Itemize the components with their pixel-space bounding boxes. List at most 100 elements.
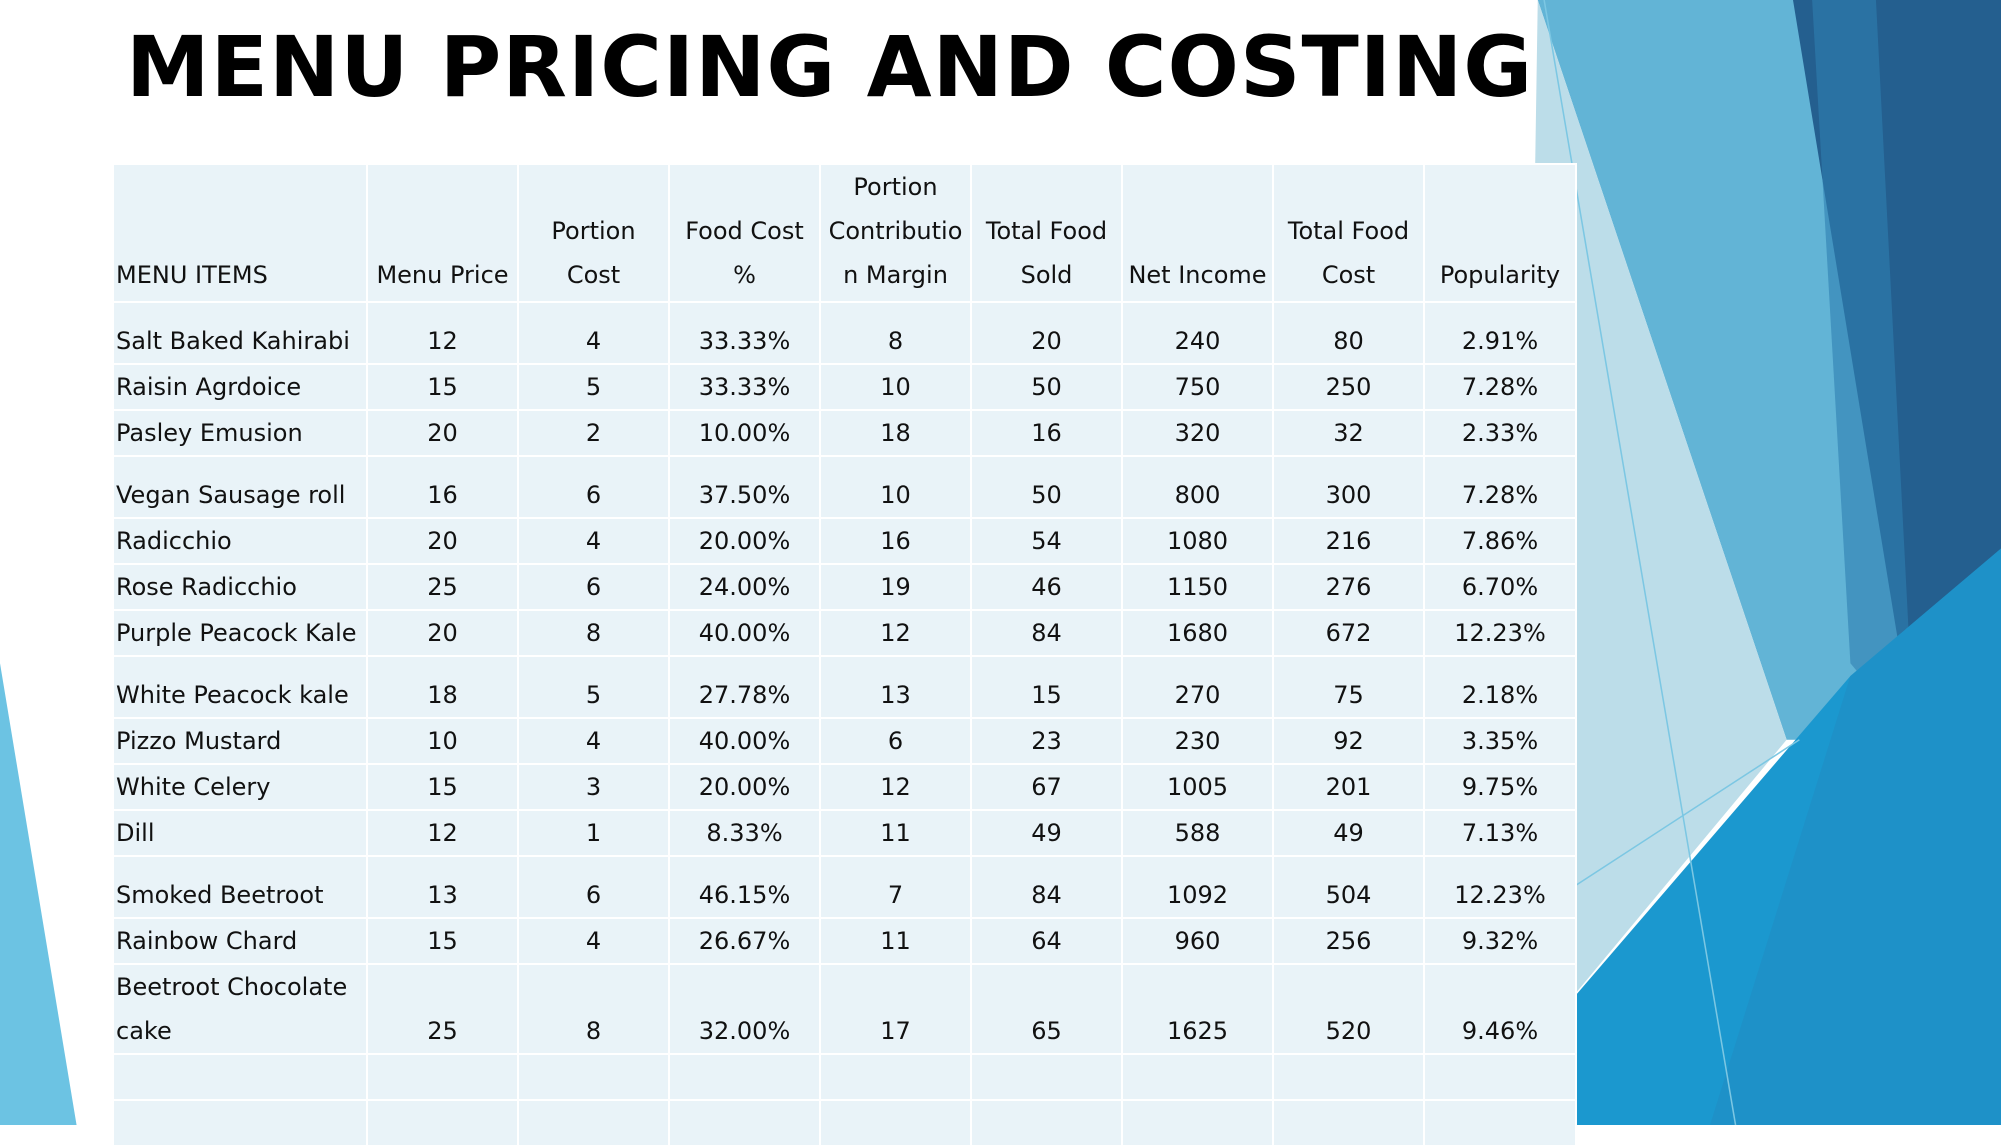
cell: 17 (819, 963, 972, 1055)
cell: 11 (819, 809, 972, 857)
empty-cell (366, 1053, 519, 1101)
cell: 1680 (1121, 609, 1274, 657)
cell: 54 (970, 517, 1123, 565)
cell: 26.67% (668, 917, 821, 965)
item-name: Pasley Emusion (112, 409, 368, 457)
table-row: Pizzo Mustard 10 4 40.00% 6 23 230 92 3.35% (112, 717, 1577, 765)
cell: 13 (366, 855, 519, 919)
cell: 201 (1272, 763, 1425, 811)
cell: 6.70% (1423, 563, 1577, 611)
cell: 1625 (1121, 963, 1274, 1055)
cell: 9.46% (1423, 963, 1577, 1055)
cell: 2.91% (1423, 301, 1577, 365)
item-name: Pizzo Mustard (112, 717, 368, 765)
cell: 6 (517, 855, 670, 919)
item-name: Beetroot Chocolate cake (112, 963, 368, 1055)
column-header: Menu Price (366, 163, 519, 303)
cell: 18 (819, 409, 972, 457)
cell: 520 (1272, 963, 1425, 1055)
table-row: Rose Radicchio 25 6 24.00% 19 46 1150 276 6.70% (112, 563, 1577, 611)
cell: 33.33% (668, 363, 821, 411)
column-header: Portion Cost (517, 163, 670, 303)
cell: 20.00% (668, 763, 821, 811)
cell: 19 (819, 563, 972, 611)
cell: 20 (366, 609, 519, 657)
cell: 7.28% (1423, 455, 1577, 519)
cell: 1080 (1121, 517, 1274, 565)
cell: 12 (366, 301, 519, 365)
cell: 2.33% (1423, 409, 1577, 457)
item-name: Purple Peacock Kale (112, 609, 368, 657)
cell: 16 (970, 409, 1123, 457)
cell: 20 (970, 301, 1123, 365)
cell: 800 (1121, 455, 1274, 519)
cell: 75 (1272, 655, 1425, 719)
cell: 7.28% (1423, 363, 1577, 411)
cell: 2 (517, 409, 670, 457)
empty-cell (1121, 1099, 1274, 1147)
cell: 6 (517, 563, 670, 611)
column-header: Popularity (1423, 163, 1577, 303)
empty-cell (819, 1053, 972, 1101)
cell: 20 (366, 409, 519, 457)
cell: 5 (517, 655, 670, 719)
cell: 960 (1121, 917, 1274, 965)
cell: 10 (819, 455, 972, 519)
item-name: White Peacock kale (112, 655, 368, 719)
cell: 40.00% (668, 609, 821, 657)
table-row: Salt Baked Kahirabi 12 4 33.33% 8 20 240 80 2.91… (112, 301, 1577, 365)
empty-cell (1423, 1053, 1577, 1101)
cell: 7.13% (1423, 809, 1577, 857)
column-header: Net Income (1121, 163, 1274, 303)
column-header: Food Cost % (668, 163, 821, 303)
cell: 11 (819, 917, 972, 965)
table-row: Smoked Beetroot 13 6 46.15% 7 84 1092 504 12.23% (112, 855, 1577, 919)
cell: 8 (517, 609, 670, 657)
cell: 20.00% (668, 517, 821, 565)
cell: 65 (970, 963, 1123, 1055)
cell: 15 (366, 763, 519, 811)
cell: 12.23% (1423, 609, 1577, 657)
cell: 4 (517, 717, 670, 765)
cell: 320 (1121, 409, 1274, 457)
item-name: Raisin Agrdoice (112, 363, 368, 411)
cell: 33.33% (668, 301, 821, 365)
cell: 1005 (1121, 763, 1274, 811)
cell: 10 (366, 717, 519, 765)
empty-cell (1423, 1099, 1577, 1147)
cell: 16 (819, 517, 972, 565)
cell: 7.86% (1423, 517, 1577, 565)
item-name: Dill (112, 809, 368, 857)
cell: 216 (1272, 517, 1425, 565)
cell: 25 (366, 963, 519, 1055)
empty-cell (970, 1053, 1123, 1101)
cell: 64 (970, 917, 1123, 965)
table-row: Purple Peacock Kale 20 8 40.00% 12 84 1680 672 1… (112, 609, 1577, 657)
table-row: Rainbow Chard 15 4 26.67% 11 64 960 256 9.32% (112, 917, 1577, 965)
cell: 15 (366, 917, 519, 965)
empty-cell (517, 1099, 670, 1147)
cell: 10.00% (668, 409, 821, 457)
cell: 32.00% (668, 963, 821, 1055)
column-header: Portion Contribution Margin (819, 163, 972, 303)
title: MENU PRICING AND COSTING (126, 18, 1534, 116)
item-name: Salt Baked Kahirabi (112, 301, 368, 365)
cell: 1 (517, 809, 670, 857)
cell: 50 (970, 363, 1123, 411)
cell: 7 (819, 855, 972, 919)
cell: 15 (366, 363, 519, 411)
cell: 672 (1272, 609, 1425, 657)
empty-cell (1272, 1053, 1425, 1101)
empty-cell (112, 1099, 368, 1147)
cell: 84 (970, 609, 1123, 657)
empty-cell (1272, 1099, 1425, 1147)
cell: 32 (1272, 409, 1425, 457)
cell: 23 (970, 717, 1123, 765)
cell: 37.50% (668, 455, 821, 519)
cell: 67 (970, 763, 1123, 811)
item-name: Smoked Beetroot (112, 855, 368, 919)
cell: 250 (1272, 363, 1425, 411)
cell: 270 (1121, 655, 1274, 719)
